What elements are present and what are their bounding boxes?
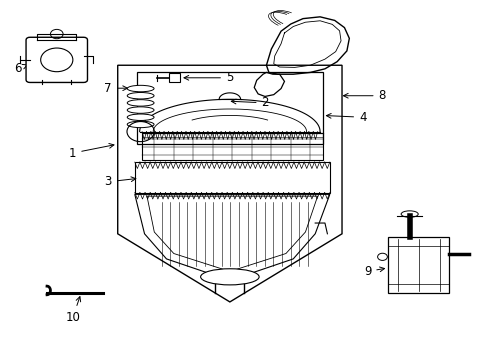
Text: 4: 4 bbox=[325, 111, 366, 124]
Ellipse shape bbox=[127, 121, 154, 128]
Bar bbox=[135, 162, 329, 193]
Ellipse shape bbox=[127, 107, 154, 113]
Text: 9: 9 bbox=[363, 265, 384, 278]
Bar bbox=[137, 72, 322, 144]
Text: 10: 10 bbox=[65, 297, 81, 324]
Text: 5: 5 bbox=[183, 71, 233, 84]
Bar bbox=[168, 73, 179, 82]
Bar bbox=[387, 237, 448, 293]
Ellipse shape bbox=[127, 85, 154, 92]
Text: 2: 2 bbox=[231, 96, 268, 109]
Text: 1: 1 bbox=[69, 144, 114, 159]
Text: 8: 8 bbox=[343, 89, 385, 102]
Ellipse shape bbox=[127, 100, 154, 106]
Ellipse shape bbox=[127, 93, 154, 99]
FancyBboxPatch shape bbox=[26, 37, 87, 82]
Ellipse shape bbox=[200, 269, 259, 285]
Bar bbox=[142, 134, 322, 160]
Ellipse shape bbox=[127, 114, 154, 121]
Text: 3: 3 bbox=[104, 175, 136, 188]
Text: 6: 6 bbox=[14, 62, 27, 75]
Text: 7: 7 bbox=[104, 82, 127, 95]
